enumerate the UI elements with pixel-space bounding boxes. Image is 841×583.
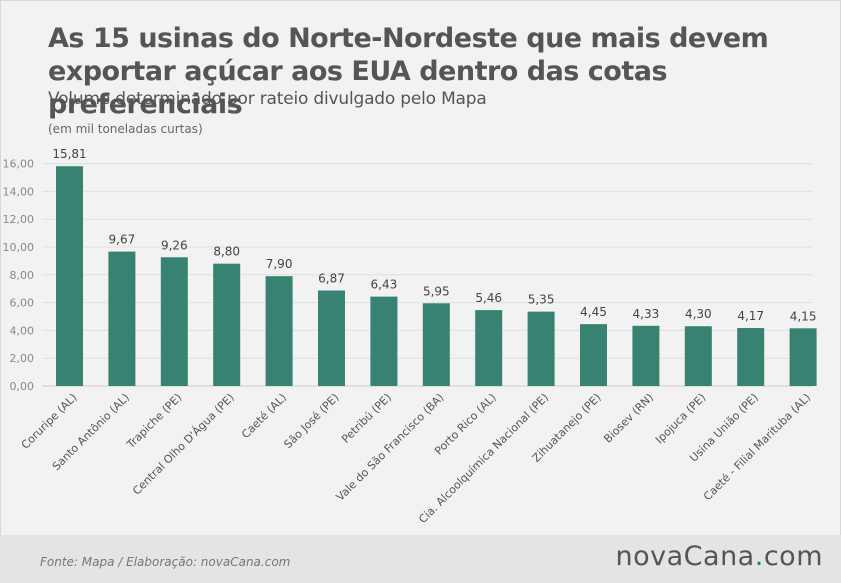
- chart-subtitle: Volume determinado por rateio divulgado …: [48, 89, 487, 109]
- unit-label: (em mil toneladas curtas): [48, 122, 203, 136]
- y-tick-label: 8,00: [10, 269, 35, 282]
- bar: [527, 311, 555, 386]
- x-category-label: São José (PE): [281, 391, 341, 451]
- bar-value-label: 9,26: [161, 238, 188, 252]
- chart-title: As 15 usinas do Norte-Nordeste que mais …: [48, 23, 769, 120]
- y-tick-label: 4,00: [10, 324, 35, 337]
- bar: [108, 251, 136, 386]
- x-category-label: Petribú (PE): [339, 391, 394, 446]
- bar: [56, 166, 83, 386]
- bar: [737, 328, 765, 386]
- bar-value-label: 15,81: [52, 147, 86, 161]
- bar-value-label: 4,15: [790, 309, 817, 323]
- x-category-label: Caeté - Filial Marituba (AL): [701, 391, 813, 503]
- x-category-label: Central Olho D'Água (PE): [130, 391, 237, 498]
- bar: [265, 276, 293, 386]
- bar: [684, 326, 712, 386]
- bar-value-label: 4,30: [685, 307, 712, 321]
- bar-chart: 0,00 2,00 4,00 6,00 8,00 10,00 12,00 14,00 16,00…: [3, 147, 817, 526]
- y-tick-label: 2,00: [10, 352, 35, 365]
- bar-value-label: 6,43: [371, 278, 398, 292]
- bar-value-label: 4,17: [737, 309, 764, 323]
- bar: [789, 328, 817, 386]
- bar-value-label: 7,90: [266, 257, 293, 271]
- novacana-logo: novaCana.com: [616, 541, 823, 572]
- bar-layer: [56, 166, 817, 386]
- y-tick-label: 14,00: [3, 185, 35, 198]
- bar-value-label: 5,35: [528, 293, 555, 307]
- x-category-label: Vale do São Francisco (BA): [334, 391, 447, 504]
- y-tick-label: 6,00: [10, 297, 35, 310]
- bar: [475, 310, 503, 386]
- bar: [632, 325, 660, 386]
- bar-value-label: 4,33: [633, 307, 660, 321]
- x-category-label: Ipojuca (PE): [653, 391, 708, 446]
- bar: [160, 257, 188, 386]
- bar: [422, 303, 450, 386]
- bar: [580, 324, 607, 386]
- footer-bar: [0, 535, 841, 583]
- bar-value-label: 5,95: [423, 284, 450, 298]
- logo-prefix: novaCana: [615, 541, 755, 572]
- x-category-label: Biosev (RN): [601, 391, 656, 446]
- source-note: Fonte: Mapa / Elaboração: novaCana.com: [40, 555, 291, 569]
- y-tick-label: 10,00: [3, 241, 35, 254]
- logo-suffix: com: [763, 541, 823, 572]
- logo-dot: .: [754, 541, 764, 572]
- bar: [213, 263, 241, 386]
- y-tick-label: 0,00: [10, 380, 35, 393]
- bar: [318, 290, 345, 386]
- bar: [370, 296, 398, 386]
- bar-value-label: 4,45: [580, 305, 607, 319]
- bar-value-label: 5,46: [475, 291, 502, 305]
- x-category-label: Caeté (AL): [239, 391, 289, 441]
- y-tick-label: 16,00: [3, 158, 35, 171]
- bar-value-label: 8,80: [213, 245, 240, 259]
- bar-value-label: 6,87: [318, 272, 345, 286]
- y-tick-label: 12,00: [3, 213, 35, 226]
- bar-value-label: 9,67: [109, 233, 136, 247]
